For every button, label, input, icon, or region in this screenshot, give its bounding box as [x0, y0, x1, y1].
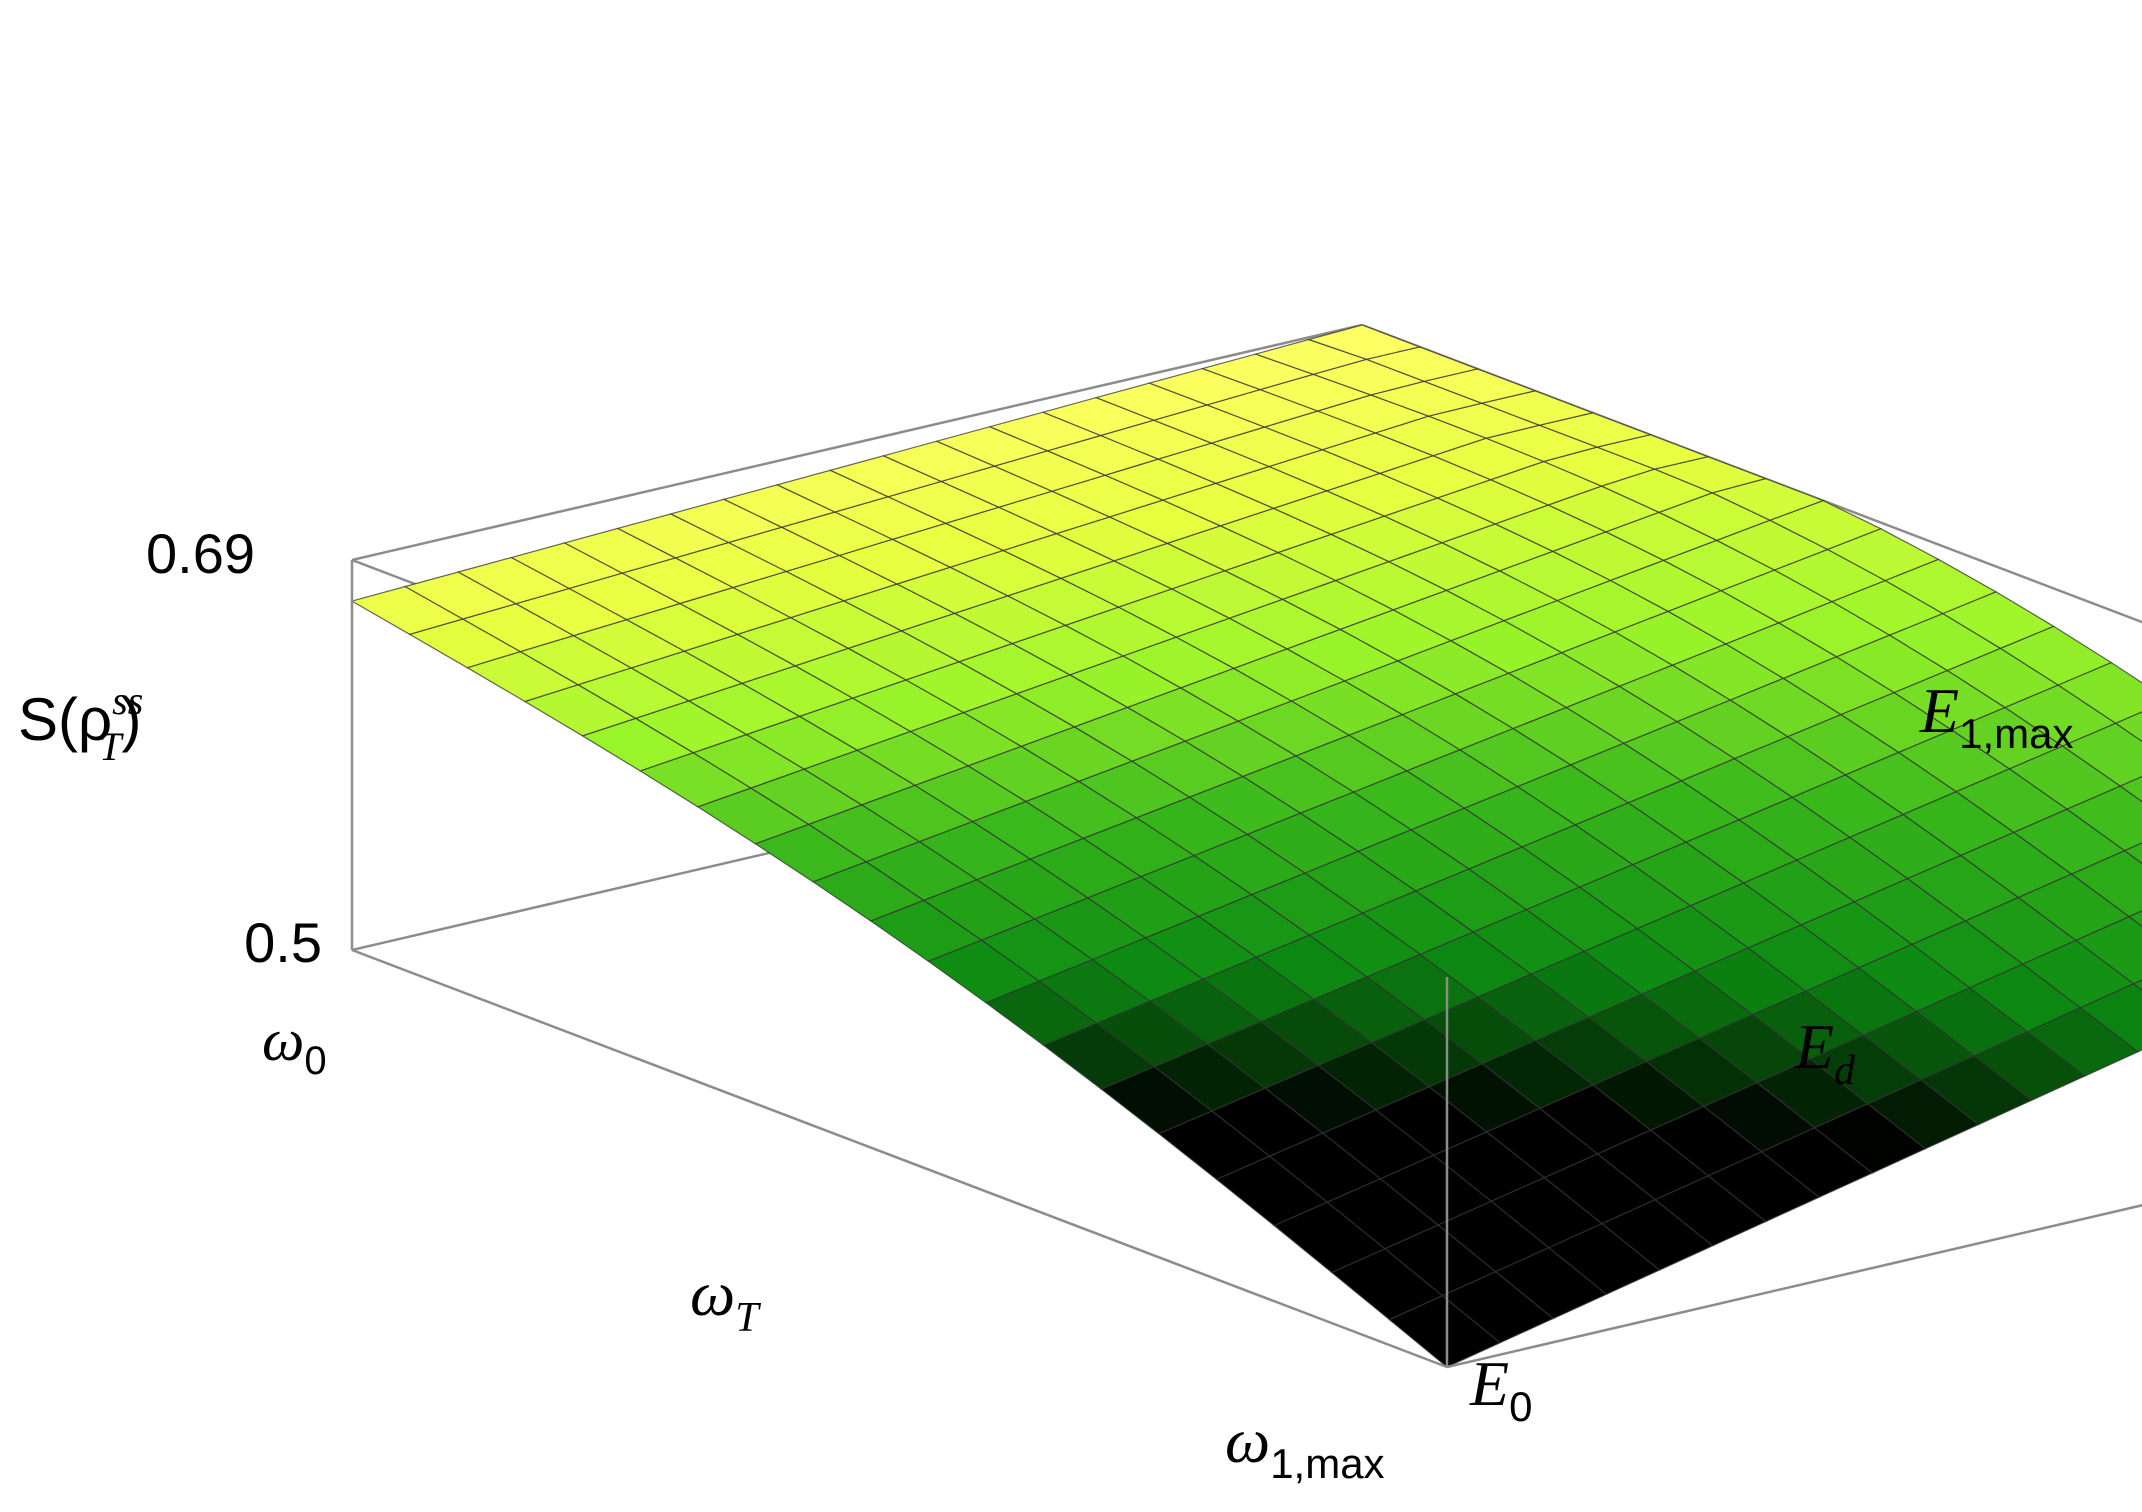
x-axis-end-label: ω1,max: [1225, 1405, 1385, 1487]
surface-patch: [2132, 979, 2142, 991]
bounding-box-front: [350, 560, 2142, 1369]
z-tick-label: 0.69: [146, 522, 255, 585]
x-axis-start-label: ω0: [262, 1007, 327, 1083]
surface-patch: [2114, 711, 2142, 743]
surface-patch: [2123, 842, 2142, 865]
surface-patch: [2118, 775, 2142, 803]
surface-patch: [1306, 324, 1422, 360]
y-axis-end-label: E1,max: [1919, 675, 2073, 757]
surface-patch: [2127, 910, 2142, 928]
box-edge: [1446, 1204, 2142, 1369]
z-axis-label: S(ρss T): [18, 678, 143, 769]
y-axis-label: Ed: [1794, 1011, 1856, 1094]
box-edge: [351, 323, 1363, 562]
x-axis-label: ωT: [690, 1258, 761, 1341]
y-axis-start-label: E0: [1469, 1348, 1532, 1430]
surface-mesh: [350, 324, 2142, 1368]
z-tick-label: 0.5: [244, 911, 322, 974]
box-edge: [351, 948, 1448, 1369]
